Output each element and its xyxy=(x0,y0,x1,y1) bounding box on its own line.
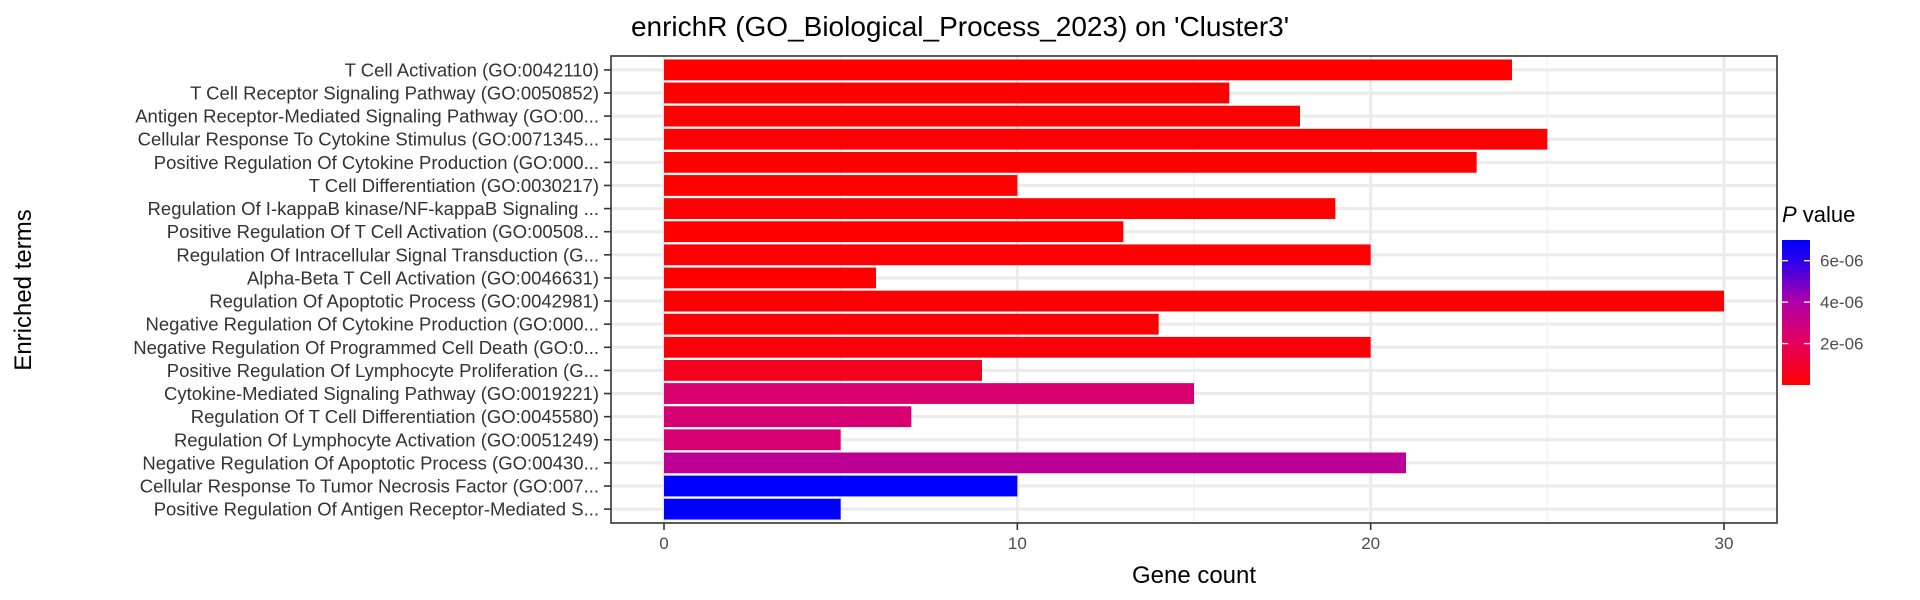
y-tick-label: Negative Regulation Of Programmed Cell D… xyxy=(133,337,599,358)
colorbar xyxy=(1782,240,1810,385)
y-tick-label: T Cell Receptor Signaling Pathway (GO:00… xyxy=(190,82,599,103)
bar xyxy=(664,175,1018,196)
x-axis-title: Gene count xyxy=(1132,562,1256,589)
bar xyxy=(664,151,1477,173)
y-tick-label: Negative Regulation Of Cytokine Producti… xyxy=(146,314,600,335)
chart-title: enrichR (GO_Biological_Process_2023) on … xyxy=(631,11,1289,42)
colorbar-tick-label: 4e-06 xyxy=(1820,293,1863,312)
x-ticks: 0 10 20 30 xyxy=(659,523,1733,553)
y-tick-label: Cytokine-Mediated Signaling Pathway (GO:… xyxy=(164,383,599,404)
bar xyxy=(664,198,1336,219)
bar xyxy=(664,336,1371,358)
bar xyxy=(664,429,841,451)
y-tick-label: T Cell Differentiation (GO:0030217) xyxy=(309,175,599,196)
legend-title: P value xyxy=(1782,202,1855,227)
bar xyxy=(664,128,1548,150)
bars xyxy=(664,59,1724,520)
y-tick-label: Regulation Of Intracellular Signal Trans… xyxy=(176,244,599,265)
panel-border xyxy=(610,55,1778,524)
bar xyxy=(664,267,876,289)
bar xyxy=(664,383,1194,404)
y-tick-label: Cellular Response To Tumor Necrosis Fact… xyxy=(140,476,599,497)
colorbar-tick-label: 6e-06 xyxy=(1820,252,1863,271)
bar xyxy=(664,59,1512,81)
x-tick-label: 20 xyxy=(1361,534,1380,553)
y-tick-label: Positive Regulation Of T Cell Activation… xyxy=(167,221,599,242)
y-tick-label: Regulation Of Lymphocyte Activation (GO:… xyxy=(174,429,599,450)
y-tick-label: Regulation Of T Cell Differentiation (GO… xyxy=(191,406,599,427)
bar xyxy=(664,244,1371,266)
bar xyxy=(664,313,1159,335)
legend-title-rest: value xyxy=(1797,202,1856,227)
y-tick-label: Negative Regulation Of Apoptotic Process… xyxy=(142,452,599,473)
bar xyxy=(664,360,982,381)
legend-title-italic: P xyxy=(1782,202,1797,227)
y-tick-label: Cellular Response To Cytokine Stimulus (… xyxy=(138,129,599,150)
colorbar-ticks: 2e-06 4e-06 6e-06 xyxy=(1782,252,1863,354)
y-tick-label: Regulation Of Apoptotic Process (GO:0042… xyxy=(209,291,599,312)
bar xyxy=(664,498,841,520)
y-tick-labels: T Cell Activation (GO:0042110)T Cell Rec… xyxy=(133,59,611,520)
bar xyxy=(664,221,1124,243)
y-tick-label: Positive Regulation Of Cytokine Producti… xyxy=(154,152,599,173)
y-tick-label: T Cell Activation (GO:0042110) xyxy=(345,59,599,80)
bar xyxy=(664,105,1300,127)
bar xyxy=(664,406,912,428)
bar xyxy=(664,452,1406,474)
y-axis-title: Enriched terms xyxy=(10,209,37,370)
bar xyxy=(664,290,1724,312)
p-value-legend: P value 2e-06 4e-06 6e-06 xyxy=(1782,202,1863,385)
bar xyxy=(664,82,1230,104)
y-tick-label: Regulation Of I-kappaB kinase/NF-kappaB … xyxy=(148,198,599,219)
y-tick-label: Positive Regulation Of Antigen Receptor-… xyxy=(154,499,599,520)
y-tick-label: Alpha-Beta T Cell Activation (GO:0046631… xyxy=(247,267,599,288)
y-tick-label: Antigen Receptor-Mediated Signaling Path… xyxy=(135,106,599,127)
bar xyxy=(664,475,1018,497)
y-tick-label: Positive Regulation Of Lymphocyte Prolif… xyxy=(167,360,599,381)
x-tick-label: 0 xyxy=(659,534,668,553)
x-tick-label: 10 xyxy=(1008,534,1027,553)
x-tick-label: 30 xyxy=(1715,534,1734,553)
colorbar-tick-label: 2e-06 xyxy=(1820,335,1863,354)
